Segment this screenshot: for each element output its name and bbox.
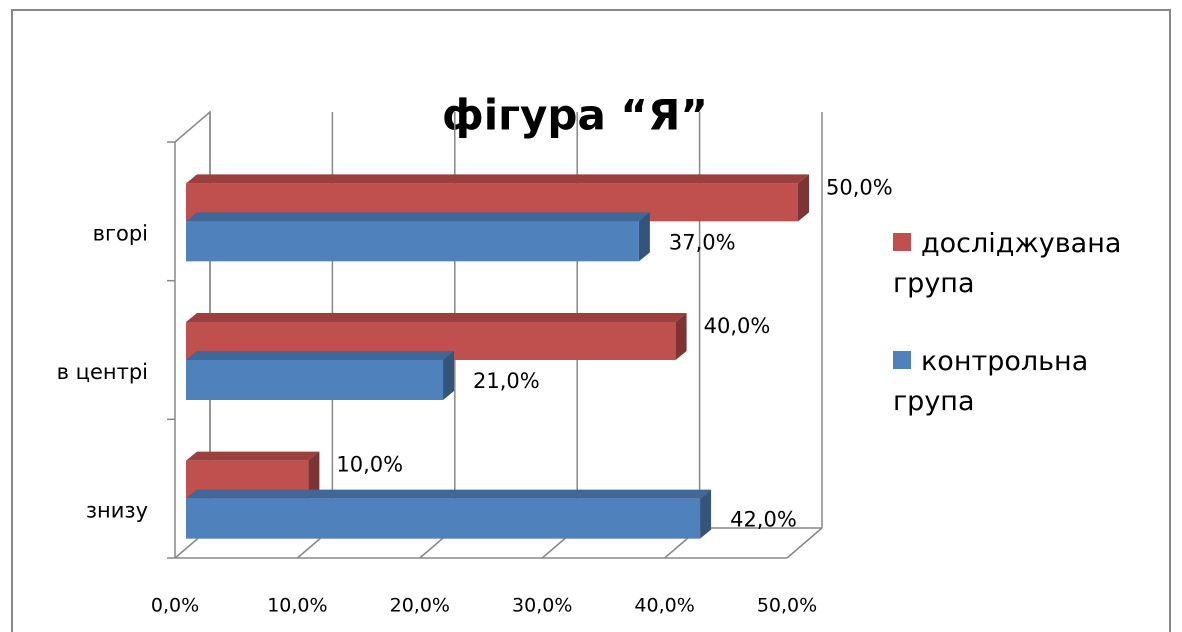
legend-label: контрольна група — [893, 346, 1089, 417]
bar-side — [308, 451, 320, 499]
x-tick-label: 40,0% — [634, 595, 694, 617]
legend-label: досліджувана група — [893, 228, 1122, 299]
bar-top — [186, 451, 320, 461]
bar-front — [186, 498, 701, 539]
x-tick-label: 10,0% — [267, 595, 327, 617]
x-tick-label: 30,0% — [512, 595, 572, 617]
bar-top — [186, 212, 650, 222]
data-label: 40,0% — [704, 314, 771, 338]
bar — [186, 351, 455, 400]
grid-line — [786, 527, 823, 559]
legend-entry: контрольна група — [893, 342, 1173, 422]
data-label: 37,0% — [669, 230, 736, 254]
bar-side — [443, 351, 455, 400]
legend-entry: досліджувана група — [893, 224, 1173, 304]
legend-swatch — [893, 233, 911, 251]
bar-front — [186, 221, 639, 262]
bar-side — [675, 313, 687, 360]
y-tick-label: вгорі — [93, 221, 148, 245]
data-label: 42,0% — [730, 508, 797, 532]
data-label: 50,0% — [826, 175, 893, 199]
bar-top — [186, 313, 687, 322]
y-tick-label: в центрі — [57, 360, 148, 384]
x-tick-label: 0,0% — [151, 595, 199, 617]
bar-side — [798, 174, 809, 222]
bar-side — [638, 212, 650, 262]
legend-swatch — [893, 351, 911, 369]
bar-side — [700, 489, 712, 539]
bar-front — [186, 360, 444, 400]
x-tick-label: 50,0% — [757, 595, 817, 617]
chart-title: фігура “Я” — [442, 91, 708, 140]
data-label: 10,0% — [336, 453, 403, 477]
bar — [186, 212, 650, 262]
bar-top — [186, 489, 712, 499]
x-tick-label: 20,0% — [390, 595, 450, 617]
bar-top — [186, 174, 809, 184]
y-tick-label: знизу — [86, 499, 148, 523]
data-label: 21,0% — [473, 369, 540, 393]
bar — [186, 489, 712, 539]
bar-top — [186, 351, 455, 360]
